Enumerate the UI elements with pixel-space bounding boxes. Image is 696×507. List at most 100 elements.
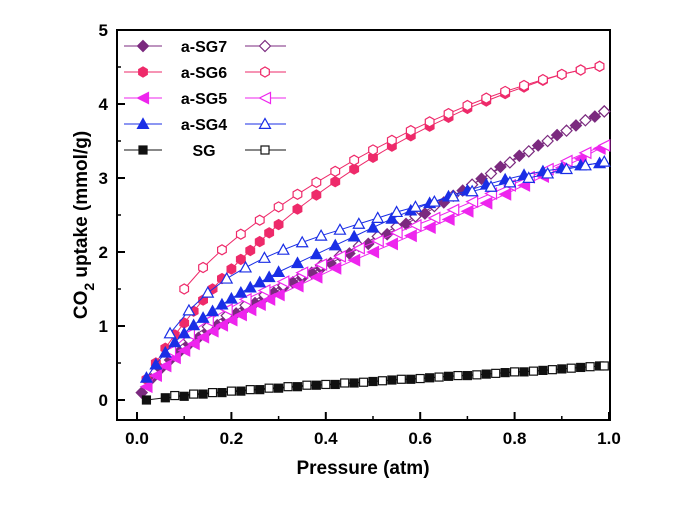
a-sg4-desorption-point — [578, 158, 592, 171]
x-tick-label: 0.4 — [314, 429, 338, 448]
a-sg5-adsorption-point — [422, 221, 436, 235]
a-sg6-desorption-point — [481, 92, 492, 104]
legend-label: SG — [192, 143, 215, 160]
a-sg5-adsorption-point — [215, 318, 229, 332]
a-sg4-adsorption-point — [328, 238, 342, 251]
a-sg6-desorption-point — [500, 85, 511, 98]
a-sg6-desorption-point — [330, 165, 341, 177]
legend-marker-filled — [136, 117, 150, 129]
a-sg5-adsorption-point — [347, 253, 361, 267]
a-sg7-desorption-point — [522, 145, 536, 158]
legend-entry-a-sg5: a-SG5 — [124, 91, 286, 108]
a-sg6-adsorption-point — [254, 235, 265, 248]
a-sg7-desorption-point — [560, 124, 573, 137]
sg-adsorption-point — [255, 385, 265, 395]
a-sg4-desorption-point — [352, 217, 366, 229]
a-sg6-adsorption-point — [368, 151, 378, 163]
axes-layer: 0.0 0.2 0.4 0.6 0.8 1.0 0 1 2 3 4 5 — [99, 21, 621, 448]
legend-label: a-SG7 — [181, 39, 227, 56]
a-sg6-desorption-point — [519, 79, 530, 92]
y-axis-title: CO2 uptake (mmol/g) — [71, 131, 97, 319]
a-sg4-desorption-point — [314, 228, 328, 241]
a-sg4-adsorption-point — [272, 265, 286, 277]
a-sg5-adsorption-point — [498, 187, 512, 201]
a-sg6-adsorption-point — [235, 253, 246, 266]
a-sg5-desorption-point — [163, 344, 177, 358]
a-sg6-desorption-point — [273, 201, 284, 213]
legend-marker-filled — [136, 39, 150, 53]
sg-desorption-point — [321, 379, 331, 390]
a-sg4-desorption-point — [371, 211, 385, 223]
sg-desorption-point — [302, 380, 312, 390]
sg-adsorption-point — [236, 386, 246, 396]
a-sg4-adsorption-point — [168, 335, 182, 348]
a-sg5-adsorption-point — [262, 292, 276, 306]
a-sg5-desorption-point — [276, 275, 290, 289]
sg-desorption-point — [599, 361, 609, 371]
a-sg6-desorption-point — [462, 99, 473, 112]
sg-desorption-point — [377, 376, 388, 386]
y-axis-title-main: CO — [71, 291, 92, 320]
a-sg5-adsorption-point — [233, 308, 247, 322]
a-sg4-adsorption-point — [366, 220, 380, 233]
a-sg5-adsorption-point — [479, 196, 493, 210]
sg-desorption-point — [170, 390, 180, 401]
a-sg5-adsorption-point — [186, 337, 200, 351]
a-sg4-desorption-point — [427, 194, 441, 207]
a-sg5-adsorption-point — [196, 330, 210, 344]
a-sg4-desorption-point — [276, 243, 290, 255]
a-sg5-adsorption-point — [139, 380, 153, 394]
a-sg4-desorption-point — [390, 205, 404, 218]
a-sg4-desorption-point — [503, 175, 517, 188]
a-sg4-desorption-point — [484, 180, 498, 192]
a-sg5-adsorption-point — [403, 229, 417, 243]
a-sg4-adsorption-point — [253, 275, 267, 288]
sg-desorption-point — [264, 383, 274, 393]
legend-label: a-SG6 — [181, 65, 227, 82]
sg-adsorption-point — [198, 389, 208, 399]
sg-desorption-point — [283, 382, 293, 392]
a-sg6-desorption-point — [217, 244, 227, 256]
a-sg6-desorption-point — [405, 124, 416, 137]
a-sg4-adsorption-point — [206, 304, 220, 317]
legend-marker-filled — [136, 91, 150, 105]
a-sg5-adsorption-point — [158, 359, 172, 373]
sg-desorption-point — [434, 372, 444, 382]
a-sg5-adsorption-point — [205, 324, 219, 338]
x-tick-label: 0.6 — [408, 429, 432, 448]
a-sg4-adsorption-point — [196, 311, 210, 323]
x-tick-label: 1.0 — [597, 429, 621, 448]
a-sg5-adsorption-point — [328, 261, 342, 275]
a-sg6-adsorption-point — [245, 244, 256, 257]
a-sg6-desorption-point — [198, 261, 208, 274]
a-sg7-desorption-point — [503, 156, 517, 169]
x-tick-label: 0.8 — [503, 429, 527, 448]
a-sg5-desorption-point — [257, 284, 271, 297]
sg-desorption-point — [491, 368, 501, 378]
sg-desorption-point — [547, 365, 557, 375]
sg-desorption-point — [358, 377, 369, 387]
a-sg6-desorption-point — [235, 228, 246, 240]
a-sg5-desorption-point — [370, 234, 384, 248]
sg-desorption-point — [207, 388, 218, 398]
sg-desorption-point — [189, 389, 199, 399]
a-sg6-desorption-point — [594, 60, 605, 72]
sg-desorption-point — [226, 386, 236, 396]
x-tick-label: 0.0 — [125, 429, 149, 448]
y-axis-title-rest: uptake (mmol/g) — [71, 131, 92, 283]
a-sg7-desorption-point — [541, 134, 554, 148]
y-tick-label: 2 — [99, 243, 108, 262]
a-sg5-adsorption-point — [177, 343, 191, 357]
plot-area — [116, 29, 611, 421]
y-axis-title-sub: 2 — [81, 283, 97, 291]
a-sg4-desorption-point — [182, 303, 196, 316]
a-sg6-desorption-point — [537, 73, 548, 86]
a-sg5-adsorption-point — [290, 279, 304, 293]
a-sg4-desorption-point — [295, 235, 309, 248]
y-tick-label: 0 — [99, 391, 108, 410]
sg-desorption-point — [528, 366, 539, 376]
a-sg5-desorption-point — [389, 226, 403, 240]
y-tick-label: 5 — [99, 21, 108, 40]
a-sg4-desorption-point — [446, 189, 460, 202]
